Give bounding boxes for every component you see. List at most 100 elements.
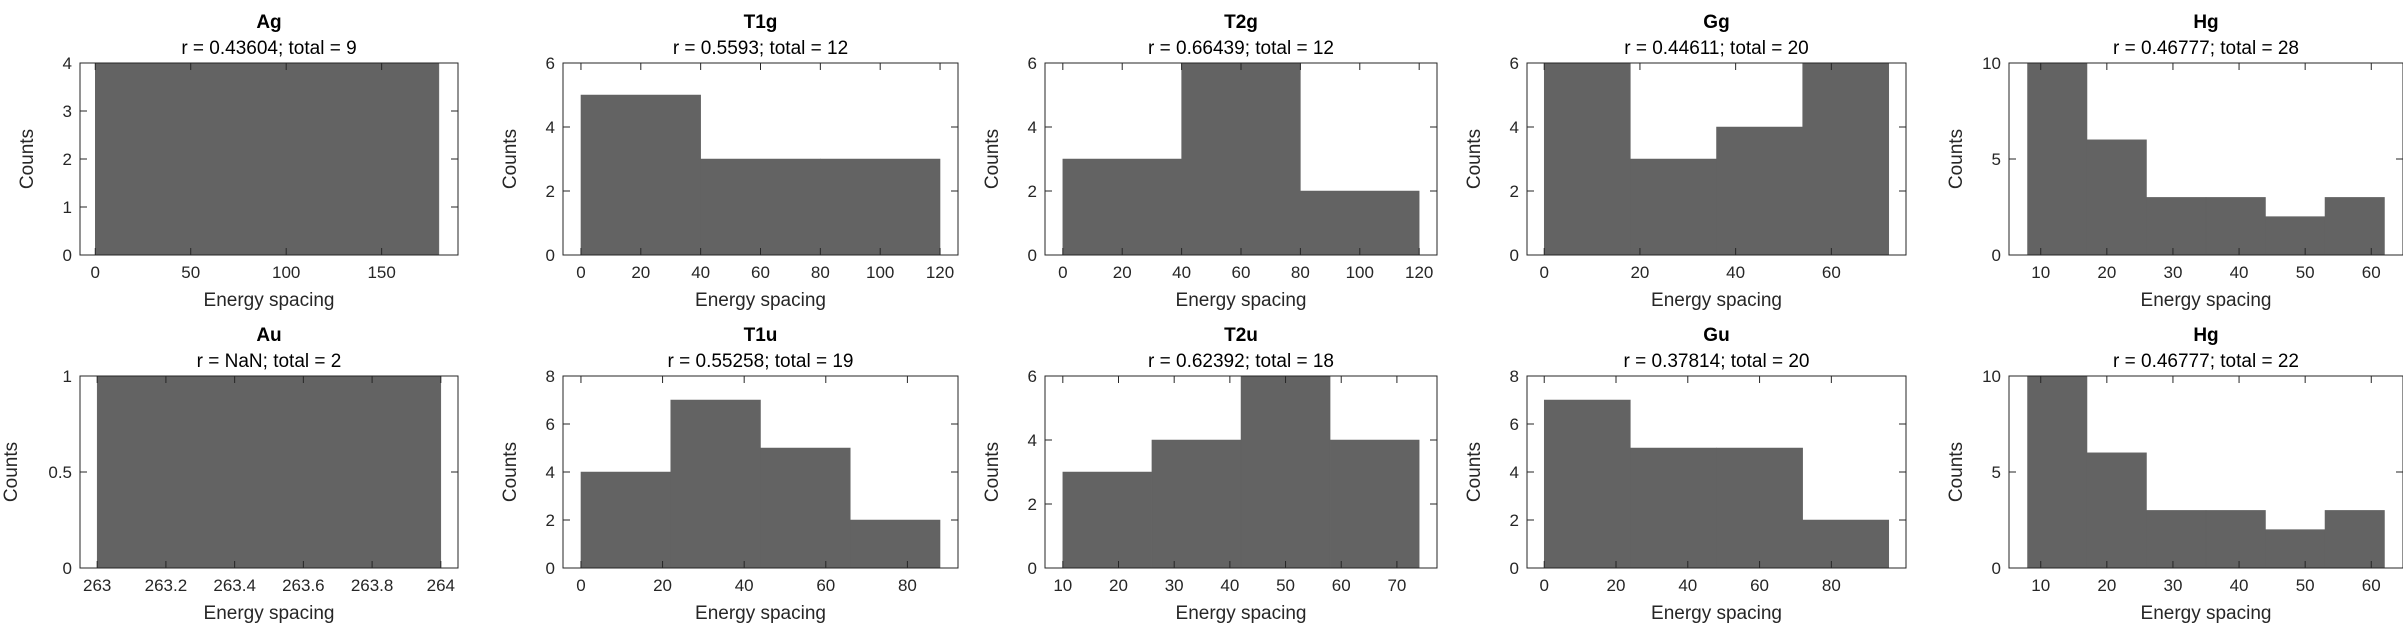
y-tick-label: 2 [63, 150, 72, 169]
y-tick-label: 2 [1028, 495, 1037, 514]
y-tick-label: 4 [63, 54, 72, 73]
y-axis-label: Counts [17, 129, 38, 189]
y-tick-label: 6 [1028, 54, 1037, 73]
x-tick-label: 20 [1113, 263, 1132, 282]
histogram-panel-5: 10 20 30 40 50 60 0 5 10 Hg r = 0.46777; total = 2… [1946, 12, 2403, 311]
histogram-bar [1181, 62, 1301, 256]
chart-subtitle: r = NaN; total = 2 [197, 351, 342, 372]
chart-subtitle: r = 0.46777; total = 22 [2113, 351, 2299, 372]
x-tick-label: 20 [653, 576, 672, 595]
histogram-bar [820, 158, 941, 256]
y-tick-label: 2 [546, 511, 555, 530]
y-axis-label: Counts [1946, 442, 1967, 502]
x-tick-label: 0 [1539, 576, 1548, 595]
y-tick-label: 2 [1510, 182, 1519, 201]
chart-title: T2u [1224, 325, 1258, 346]
x-tick-label: 60 [1232, 263, 1251, 282]
x-axis-label: Energy spacing [204, 290, 335, 311]
chart-subtitle: r = 0.46777; total = 28 [2113, 38, 2299, 59]
histogram-bar [2265, 216, 2326, 256]
histogram-bar [1630, 158, 1717, 256]
y-tick-label: 6 [546, 54, 555, 73]
y-axis-label: Counts [500, 129, 521, 189]
y-tick-label: 4 [1028, 431, 1037, 450]
x-tick-label: 80 [1822, 576, 1841, 595]
x-axis-label: Energy spacing [1176, 603, 1307, 624]
histogram-bar [1543, 399, 1631, 569]
y-tick-label: 0 [1028, 246, 1037, 265]
histogram-bar [2086, 139, 2147, 256]
chart-title: Gu [1703, 325, 1729, 346]
x-tick-label: 80 [898, 576, 917, 595]
chart-subtitle: r = 0.62392; total = 18 [1148, 351, 1334, 372]
x-tick-label: 80 [811, 263, 830, 282]
x-tick-label: 40 [735, 576, 754, 595]
x-tick-label: 20 [1109, 576, 1128, 595]
chart-title: T2g [1224, 12, 1258, 33]
x-tick-label: 50 [1276, 576, 1295, 595]
histogram-bar [580, 94, 701, 256]
y-axis-label: Counts [1464, 129, 1485, 189]
x-tick-label: 50 [2296, 576, 2315, 595]
x-tick-label: 20 [1607, 576, 1626, 595]
y-tick-label: 4 [1510, 463, 1519, 482]
x-tick-label: 40 [2230, 263, 2249, 282]
x-tick-label: 40 [691, 263, 710, 282]
chart-subtitle: r = 0.55258; total = 19 [668, 351, 854, 372]
y-tick-label: 4 [546, 118, 555, 137]
y-tick-label: 4 [546, 463, 555, 482]
histogram-bar [760, 447, 851, 569]
chart-title: T1u [744, 325, 778, 346]
histogram-bar [1151, 439, 1242, 569]
histogram-bar [670, 399, 761, 569]
histogram-bar [1240, 375, 1331, 569]
x-tick-label: 0 [576, 576, 585, 595]
y-tick-label: 0 [1510, 559, 1519, 578]
histogram-bar [2265, 529, 2326, 569]
y-axis-label: Counts [1946, 129, 1967, 189]
histogram-bar [2027, 62, 2088, 256]
x-tick-label: 20 [1630, 263, 1649, 282]
y-axis-label: Counts [1, 442, 22, 502]
y-tick-label: 0 [1028, 559, 1037, 578]
histogram-bar [2324, 510, 2385, 569]
y-tick-label: 0 [546, 246, 555, 265]
histogram-bar [1543, 62, 1631, 256]
x-tick-label: 263.6 [282, 576, 325, 595]
x-axis-label: Energy spacing [1651, 603, 1782, 624]
histogram-bar [1716, 126, 1803, 256]
y-tick-label: 5 [1992, 150, 2001, 169]
histogram-panel-9: 0 20 40 60 80 0 2 4 6 8 Gu r = 0.37814; total = 20 E… [1464, 325, 1907, 624]
x-tick-label: 264 [427, 576, 455, 595]
histogram-panel-8: 10 20 30 40 50 60 70 0 2 4 6 T2u r = 0.62392; total … [982, 325, 1438, 624]
histogram-bar [2205, 197, 2266, 256]
y-tick-label: 6 [1510, 415, 1519, 434]
x-tick-label: 10 [2031, 576, 2050, 595]
x-tick-label: 100 [272, 263, 300, 282]
x-tick-label: 40 [1726, 263, 1745, 282]
y-axis-label: Counts [982, 129, 1003, 189]
histogram-bar [2146, 510, 2207, 569]
y-tick-label: 6 [1028, 367, 1037, 386]
chart-title: Ag [256, 12, 281, 33]
y-tick-label: 1 [63, 367, 72, 386]
y-tick-label: 4 [1028, 118, 1037, 137]
chart-subtitle: r = 0.5593; total = 12 [673, 38, 848, 59]
histogram-bar [1329, 439, 1420, 569]
x-tick-label: 10 [2031, 263, 2050, 282]
y-tick-label: 8 [1510, 367, 1519, 386]
x-tick-label: 40 [1220, 576, 1239, 595]
chart-subtitle: r = 0.37814; total = 20 [1624, 351, 1810, 372]
x-tick-label: 263 [83, 576, 111, 595]
x-tick-label: 50 [2296, 263, 2315, 282]
y-tick-label: 0 [63, 246, 72, 265]
x-tick-label: 0 [1539, 263, 1548, 282]
y-axis-label: Counts [1464, 442, 1485, 502]
y-tick-label: 2 [1510, 511, 1519, 530]
histogram-panel-1: 0 50 100 150 0 1 2 3 4 Ag r = 0.43604; total = 9 En… [17, 12, 459, 311]
x-tick-label: 10 [1053, 576, 1072, 595]
x-tick-label: 60 [816, 576, 835, 595]
x-tick-label: 263.4 [213, 576, 256, 595]
x-tick-label: 60 [2362, 576, 2381, 595]
x-tick-label: 70 [1387, 576, 1406, 595]
